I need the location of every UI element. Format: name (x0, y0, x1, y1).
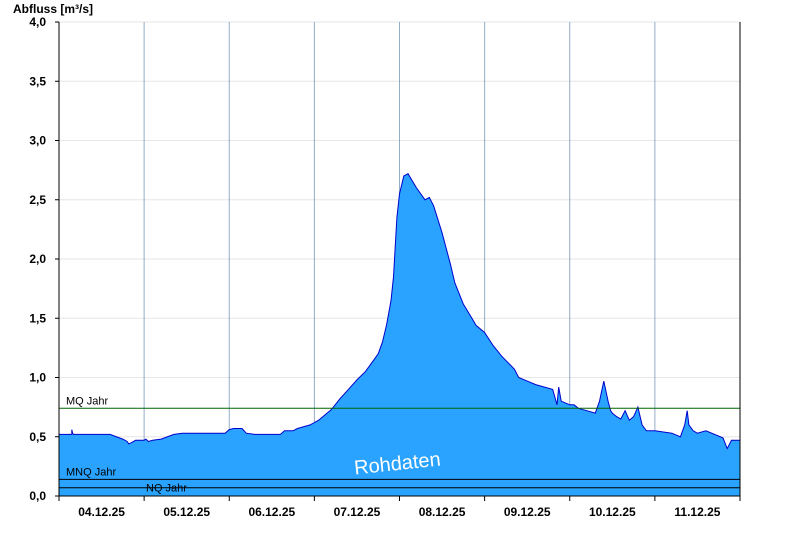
x-tick-label: 08.12.25 (419, 505, 466, 519)
y-tick-label: 4,0 (29, 15, 46, 29)
y-tick-label: 2,5 (29, 193, 46, 207)
y-tick-label: 3,0 (29, 134, 46, 148)
y-tick-label: 0,0 (29, 489, 46, 503)
y-tick-label: 3,5 (29, 74, 46, 88)
y-axis-label: Abfluss [m³/s] (13, 2, 93, 16)
x-tick-label: 10.12.25 (589, 505, 636, 519)
reference-lines: MQ Jahr MNQ Jahr NQ Jahr (59, 395, 740, 495)
reference-line-label: MQ Jahr (66, 395, 109, 407)
x-tick-label: 05.12.25 (163, 505, 210, 519)
x-tick-label: 09.12.25 (504, 505, 551, 519)
reference-line-label: MNQ Jahr (66, 466, 116, 478)
area-layer (59, 173, 740, 496)
y-tick-label: 1,5 (29, 311, 46, 325)
y-tick-label: 0,5 (29, 430, 46, 444)
y-tick-label: 2,0 (29, 252, 46, 266)
discharge-line (59, 173, 740, 450)
x-tick-label: 04.12.25 (78, 505, 125, 519)
reference-line-label: NQ Jahr (146, 483, 187, 495)
discharge-area (59, 173, 740, 496)
y-tick-label: 1,0 (29, 371, 46, 385)
x-tick-label: 07.12.25 (334, 505, 381, 519)
x-tick-label: 11.12.25 (674, 505, 720, 519)
axes: 0,0 0,5 1,0 1,5 2,0 2,5 3,0 3,5 4,0 04.12.25 05.12… (29, 15, 741, 519)
x-tick-label: 06.12.25 (248, 505, 295, 519)
